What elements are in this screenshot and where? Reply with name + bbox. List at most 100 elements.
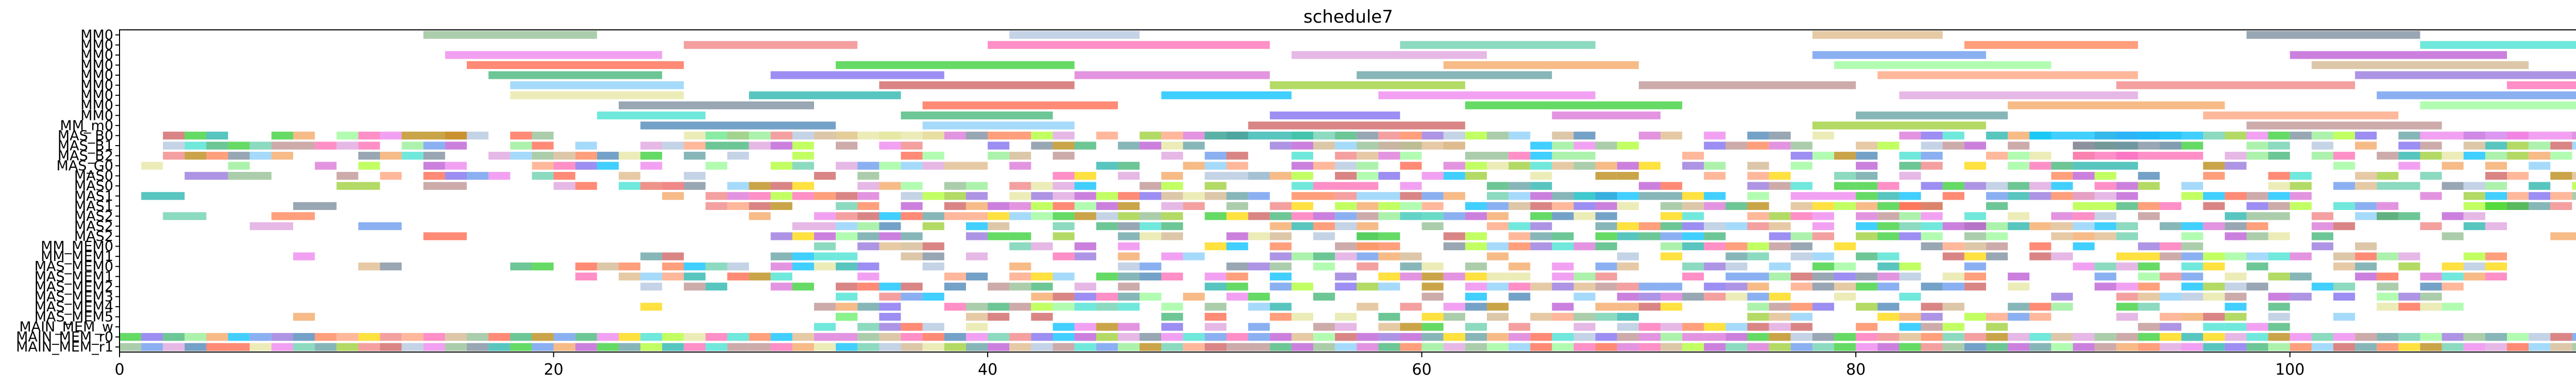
task-bar [1117,202,1140,210]
task-bar [2159,323,2182,331]
task-bar [1573,323,1596,331]
task-bar [965,182,988,190]
task-bar [2116,303,2138,311]
task-bar [2463,252,2485,260]
task-bar [1509,222,1531,231]
task-bar [1161,252,1183,260]
task-bar [532,262,554,271]
task-bar [2116,343,2138,351]
task-bar [1400,303,1422,311]
y-tick-label: MAS_MEM2 [35,279,113,295]
task-bar [2420,283,2442,291]
task-bar [271,212,315,220]
task-bar [2485,182,2507,190]
task-bar [727,202,749,210]
task-bar [2572,192,2576,200]
task-bar [2073,343,2095,351]
task-bar [2485,272,2507,280]
task-bar [1183,252,1205,260]
task-bar [1291,252,1313,260]
task-bar [1638,222,1661,231]
task-bar [1161,202,1183,210]
task-bar [2550,142,2572,150]
task-bar [1269,303,1292,311]
task-bar [1747,142,1769,150]
task-bar [271,131,294,140]
task-bar [1291,51,1487,59]
task-bar [1834,242,1856,251]
task-bar [2225,343,2247,351]
task-bar [1682,151,1704,160]
task-bar [2203,323,2225,331]
task-bar [1465,323,1487,331]
task-bar [1964,312,1986,321]
task-bar [1487,192,1509,200]
task-bar [1096,272,1118,280]
task-bar [1812,262,1835,271]
task-bar [1205,162,1227,170]
task-bar [1009,202,1031,210]
task-bar [814,343,836,351]
task-bar [1899,91,2138,99]
task-bar [1595,303,1617,311]
task-bar [401,131,467,140]
task-bar [2420,131,2576,140]
task-bar [2246,121,2442,130]
task-bar [1617,343,1639,351]
task-bar [2333,283,2355,291]
task-bar [336,343,359,351]
task-bar [2073,333,2095,341]
task-bar [1682,323,1704,331]
task-bar [2116,182,2138,190]
task-bar [1487,283,1509,291]
task-bar [988,222,1010,231]
task-bar [1465,272,1487,280]
task-bar [2008,303,2030,311]
task-bar [2268,303,2290,311]
task-bar [2420,101,2576,110]
task-bar [1573,131,1596,140]
task-bar [1834,182,1856,190]
task-bar [1117,262,1140,271]
task-bar [1465,242,1487,251]
task-bar [1769,212,1791,220]
task-bar [445,343,467,351]
task-bar [2377,303,2399,311]
task-bar [2333,131,2355,140]
task-bar [1053,323,1075,331]
task-bar [2506,142,2529,150]
task-bar [1899,131,1921,140]
task-bar [2268,323,2290,331]
task-bar [814,131,836,140]
task-bar [857,242,879,251]
task-bar [1509,192,1531,200]
task-bar [1660,222,1683,231]
task-bar [1009,283,1031,291]
task-bar [2463,333,2485,341]
task-bar [1335,142,1357,150]
task-bar [2333,292,2355,301]
task-bar [1747,202,1769,210]
task-bar [2311,61,2529,69]
task-bar [2420,172,2442,180]
task-bar [1183,142,1205,150]
task-bar [2333,262,2355,271]
task-bar [1942,343,1964,351]
task-bar [1986,252,2008,260]
task-bar [2159,252,2182,260]
task-bar [2268,212,2290,220]
task-bar [1530,222,1552,231]
task-bar [1183,343,1205,351]
task-bar [2355,182,2377,190]
task-bar [2029,303,2052,311]
task-bar [1552,272,1574,280]
task-bar [1009,242,1031,251]
task-bar [2333,252,2355,260]
task-bar [1704,292,1726,301]
task-bar [1942,272,1964,280]
task-bar [1031,272,1053,280]
task-bar [358,151,380,160]
task-bar [770,333,792,341]
task-bar [1790,283,1812,291]
task-bar [901,333,923,341]
